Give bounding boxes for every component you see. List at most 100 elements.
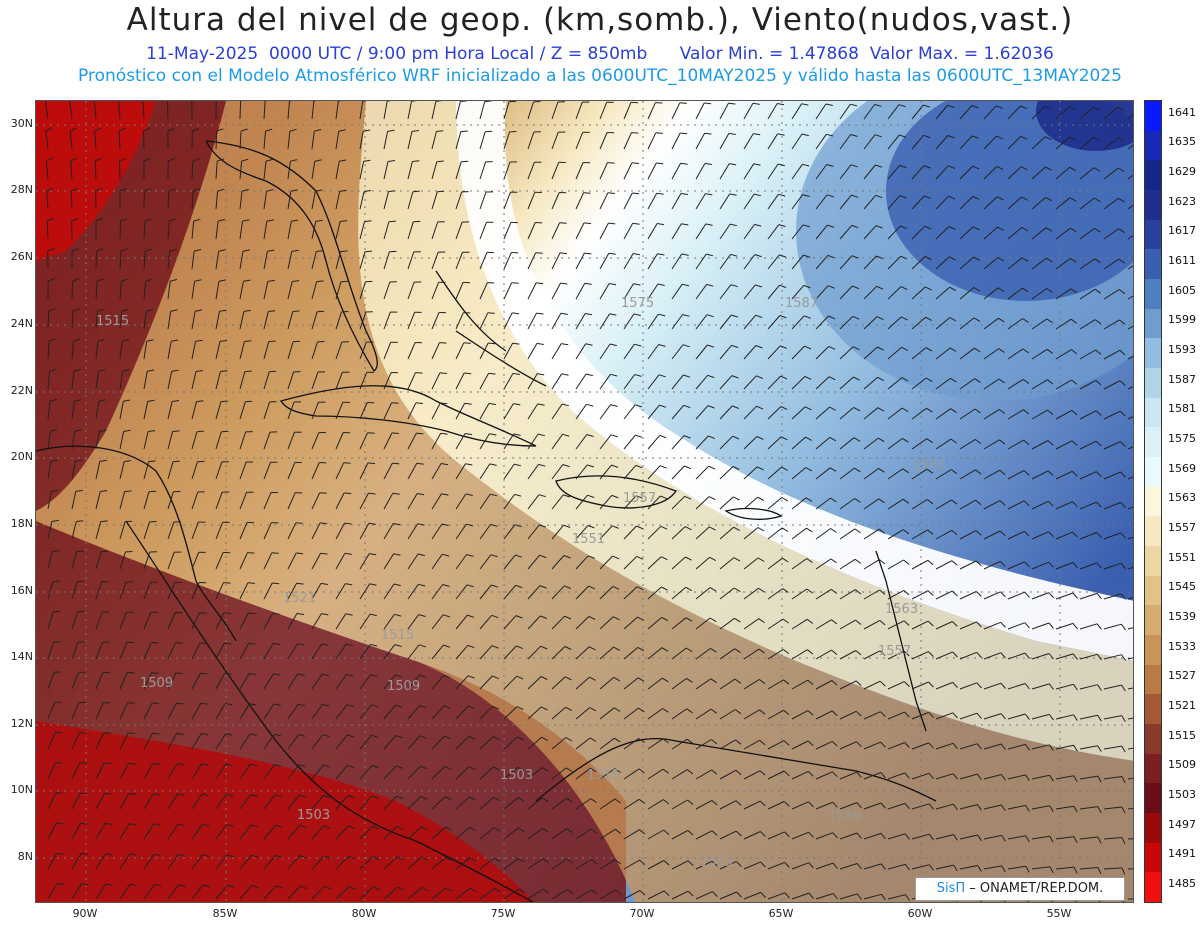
wind-barb-staff (431, 826, 446, 840)
wind-barb-flag (904, 742, 910, 749)
wind-barb-staff (719, 133, 730, 150)
wind-barb-flag (218, 249, 226, 252)
wind-barb-flag (900, 255, 908, 260)
wind-barb-flag (245, 400, 253, 403)
wind-barb-flag (1023, 531, 1030, 537)
wind-barb-flag (878, 498, 885, 504)
wind-barb-flag (660, 495, 668, 500)
wind-barb-staff (1079, 562, 1098, 570)
wind-barb-staff (407, 251, 415, 270)
wind-barb-flag (1073, 775, 1078, 782)
wind-barb-staff (743, 709, 760, 720)
wind-barb-staff (911, 803, 930, 810)
wind-barb-flag (591, 889, 598, 895)
wind-barb-staff (575, 434, 588, 450)
wind-barb-staff (767, 709, 784, 720)
wind-barb-flag (1118, 258, 1125, 264)
valid-time-line: 11-May-2025 0000 UTC / 9:00 pm Hora Loca… (0, 44, 1200, 64)
wind-barb-staff (695, 435, 709, 450)
wind-barb-staff (743, 527, 759, 540)
wind-barb-flag (514, 524, 522, 528)
wind-barb-staff (1007, 378, 1024, 390)
wind-barb-flag (512, 372, 520, 375)
wind-barb-staff (431, 463, 442, 480)
wind-barb-staff (407, 463, 418, 480)
wind-barb-flag (706, 253, 714, 257)
wind-barb-staff (71, 581, 78, 600)
wind-barb-flag (418, 583, 426, 587)
color-legend-label: 1587 (1168, 372, 1196, 386)
wind-barb-flag (711, 800, 718, 806)
wind-barb-flag (195, 339, 203, 342)
wind-barb-flag (948, 165, 955, 169)
wind-barb-flag (344, 552, 352, 555)
wind-barb-flag (758, 618, 765, 624)
wind-barb-staff (1127, 868, 1133, 870)
wind-barb-flag (348, 886, 356, 890)
central-america-coast (125, 520, 534, 902)
wind-barb-staff (119, 581, 127, 600)
wind-barb-flag (807, 740, 814, 747)
wind-barb-flag (539, 524, 547, 528)
color-legend-swatch (1145, 457, 1161, 488)
wind-barb-staff (815, 194, 828, 210)
wind-barb-staff (407, 765, 421, 780)
wind-barb-staff (551, 706, 566, 720)
wind-barb-flag (928, 803, 934, 810)
wind-barb-staff (71, 461, 76, 480)
wind-barb-staff (551, 434, 563, 450)
wind-barb-staff (647, 313, 659, 330)
color-legend-swatch (1145, 605, 1161, 636)
wind-barb-flag (977, 865, 982, 872)
wind-barb-flag (388, 220, 396, 223)
wind-barb-flag (590, 798, 597, 803)
wind-barb-flag (1095, 440, 1102, 447)
wind-barb-staff (311, 311, 318, 330)
wind-barb-flag (855, 589, 862, 595)
wind-barb-staff (239, 763, 251, 780)
wind-barb-staff (1007, 105, 1021, 120)
wind-barb-flag (48, 338, 56, 342)
wind-barb-staff (647, 344, 660, 360)
wind-barb-flag (589, 737, 597, 742)
wind-barb-staff (1031, 622, 1050, 630)
wind-barb-flag (299, 824, 307, 829)
color-legend-swatch (1145, 279, 1161, 310)
wind-barb-flag (975, 591, 982, 597)
wind-barb-staff (455, 554, 468, 570)
wind-barb-staff (503, 101, 510, 120)
wind-barb-staff (1055, 714, 1074, 720)
wind-barb-flag (171, 339, 179, 342)
wind-barb-flag (1021, 226, 1029, 232)
wind-barb-staff (695, 223, 707, 240)
wind-barb-staff (551, 828, 567, 840)
wind-barb-staff (791, 770, 809, 780)
wind-barb-staff (623, 495, 637, 510)
wind-barb-flag (509, 101, 517, 103)
wind-barb-flag (516, 706, 524, 711)
wind-barb-staff (527, 131, 535, 150)
wind-barb-staff (599, 586, 614, 600)
wind-barb-staff (839, 832, 858, 840)
wind-barb-flag (515, 584, 523, 589)
wind-barb-flag (274, 733, 282, 737)
wind-barb-staff (263, 885, 277, 900)
wind-barb-flag (830, 497, 837, 503)
wind-barb-staff (791, 618, 808, 630)
wind-barb-staff (719, 526, 734, 540)
wind-barb-staff (95, 250, 97, 270)
wind-barb-staff (455, 796, 470, 810)
wind-barb-flag (1023, 439, 1030, 445)
wind-barb-flag (421, 856, 428, 861)
wind-barb-flag (315, 189, 323, 192)
wind-barb-staff (1103, 532, 1122, 540)
wind-barb-flag (69, 127, 77, 132)
wind-barb-staff (119, 220, 121, 240)
wind-barb-staff (671, 769, 688, 780)
color-legend-swatch (1145, 546, 1161, 577)
wind-barb-flag (323, 825, 331, 829)
wind-barb-staff (239, 582, 249, 600)
wind-barb-flag (564, 585, 571, 589)
wind-barb-staff (1007, 196, 1022, 210)
wind-barb-staff (215, 703, 226, 720)
